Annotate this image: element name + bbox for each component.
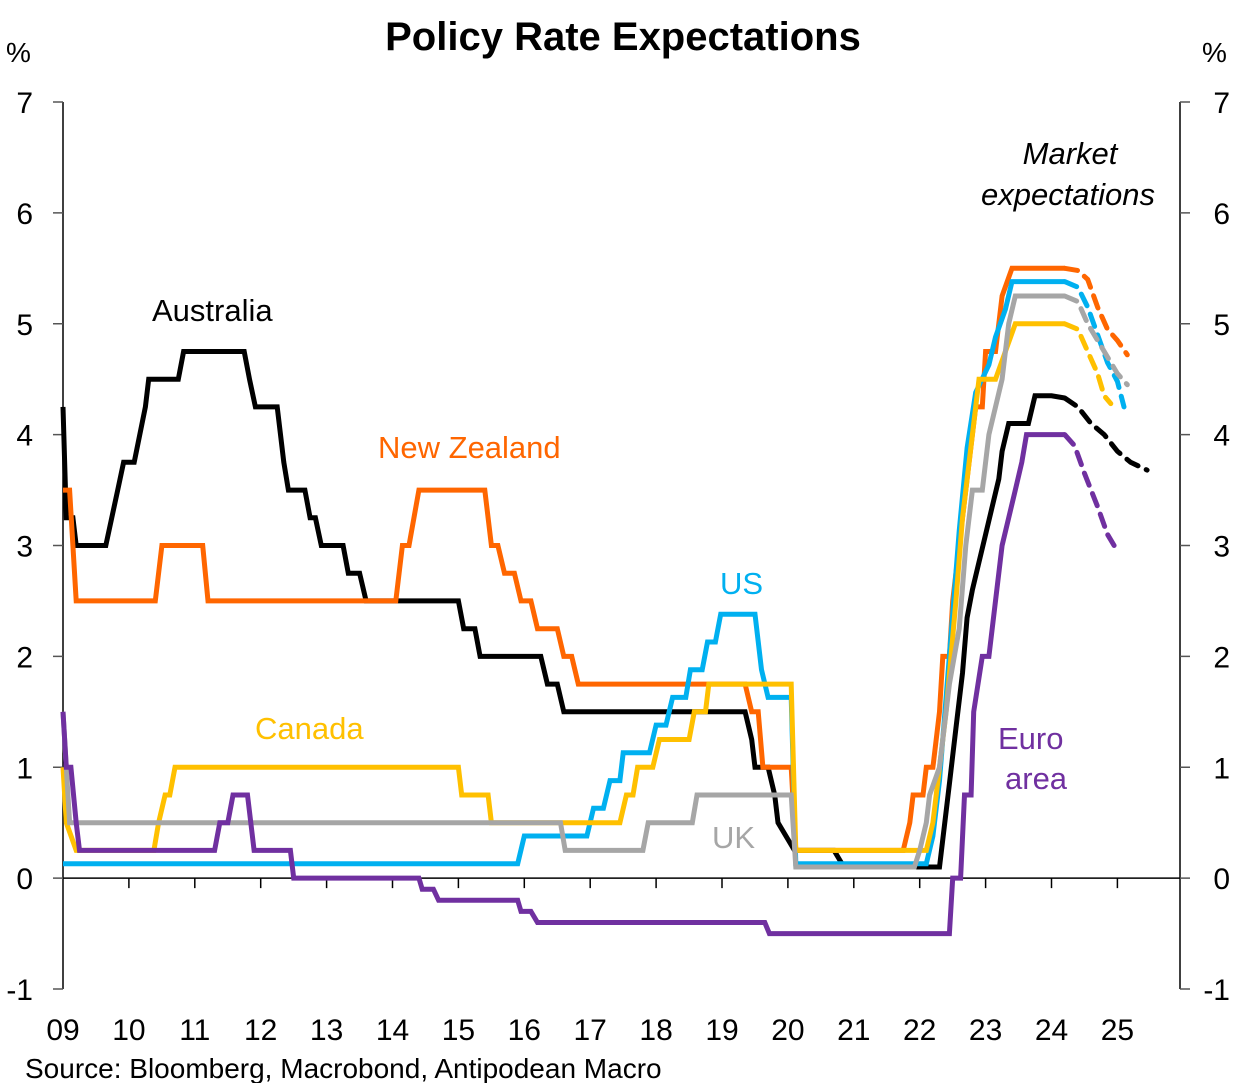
expectations-line-euro-area [1062,432,1117,548]
series-line-canada [60,321,1065,853]
y-tick-label-right: 5 [1213,309,1230,342]
chart-title: Policy Rate Expectations [385,15,861,59]
label-canada: Canada [255,711,364,746]
annotation-market-expectations-line1: Market [1023,136,1119,171]
y-tick-label-right: 7 [1213,87,1230,120]
x-tick-label: 16 [508,1014,541,1047]
x-tick-label: 09 [46,1014,79,1047]
y-tick-label-left: 7 [16,87,33,120]
expectations-line-new-zealand [1062,265,1130,358]
expectations-line-australia [1062,395,1150,473]
x-tick-label: 22 [903,1014,936,1047]
y-tick-label-right: 6 [1213,198,1230,231]
y-tick-label-left: 2 [16,641,33,674]
label-australia: Australia [152,293,273,328]
series-line-australia [60,349,1066,870]
x-tick-label: 15 [442,1014,475,1047]
x-axis-ticks: 09 10 11 12 13 14 15 16 17 18 19 20 21 22 23 24 25 [46,878,1134,1047]
label-us: US [720,566,763,601]
series-line-new-zealand [63,265,1065,853]
left-axis-unit: % [6,37,31,68]
expectations-line-canada [1062,321,1114,407]
series-line-us [63,279,1065,867]
y-tick-label-left: 5 [16,309,33,342]
source-note: Source: Bloomberg, Macrobond, Antipodean… [25,1053,662,1083]
y-tick-label-left: 6 [16,198,33,231]
x-tick-label: 14 [376,1014,409,1047]
x-tick-label: 23 [969,1014,1002,1047]
series-lines [60,265,1150,937]
x-tick-label: 18 [639,1014,672,1047]
y-tick-label-left: 0 [16,863,33,896]
label-new-zealand: New Zealand [378,430,561,465]
x-tick-label: 20 [771,1014,804,1047]
y-tick-label-left: 3 [16,531,33,564]
right-y-axis-ticks: -1 0 1 2 3 4 5 6 7 [1180,87,1230,1007]
series-line-euro-area [60,432,1065,937]
expectations-line-uk [1062,293,1130,388]
series-line-uk [60,293,1065,870]
y-tick-label-right: 2 [1213,641,1230,674]
x-tick-label: 13 [310,1014,343,1047]
label-euro-area-line2: area [1005,761,1068,796]
x-tick-label: 19 [705,1014,738,1047]
x-tick-label: 17 [574,1014,607,1047]
y-tick-label-right: -1 [1203,974,1230,1007]
x-tick-label: 25 [1101,1014,1134,1047]
left-y-axis-ticks: -1 0 1 2 3 4 5 6 7 [6,87,63,1007]
x-tick-label: 24 [1035,1014,1068,1047]
label-uk: UK [712,820,755,855]
y-tick-label-right: 1 [1213,752,1230,785]
y-tick-label-right: 4 [1213,420,1230,453]
label-euro-area-line1: Euro [998,721,1063,756]
expectations-line-us [1062,279,1127,410]
x-tick-label: 12 [244,1014,277,1047]
y-tick-label-left: 1 [16,752,33,785]
right-axis-unit: % [1202,37,1227,68]
annotation-market-expectations-line2: expectations [981,177,1155,212]
x-tick-label: 10 [112,1014,145,1047]
y-tick-label-left: -1 [6,974,33,1007]
y-tick-label-left: 4 [16,420,33,453]
y-tick-label-right: 3 [1213,531,1230,564]
y-tick-label-right: 0 [1213,863,1230,896]
axes [62,102,1181,989]
x-tick-label: 11 [179,1014,210,1047]
x-tick-label: 21 [837,1014,870,1047]
